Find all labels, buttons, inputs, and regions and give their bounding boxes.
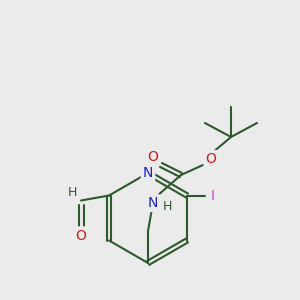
Text: N: N — [143, 166, 153, 180]
Text: N: N — [148, 196, 158, 210]
Text: I: I — [211, 188, 215, 203]
Text: O: O — [76, 229, 86, 242]
Text: H: H — [162, 200, 172, 212]
Text: O: O — [206, 152, 216, 166]
Text: H: H — [67, 186, 77, 199]
Text: O: O — [148, 150, 158, 164]
